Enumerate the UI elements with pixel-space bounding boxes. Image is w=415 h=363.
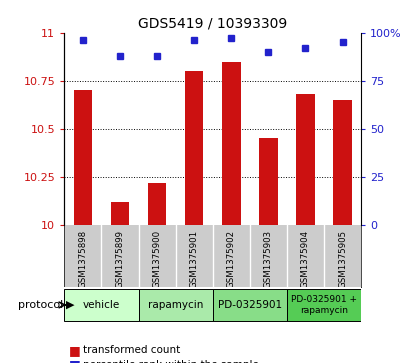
Text: PD-0325901: PD-0325901: [218, 300, 282, 310]
Text: GSM1375900: GSM1375900: [153, 230, 161, 288]
Bar: [213, 289, 287, 321]
Text: GSM1375904: GSM1375904: [301, 230, 310, 288]
Text: GSM1375899: GSM1375899: [115, 230, 124, 288]
Bar: [73, 90, 92, 225]
Text: ■: ■: [68, 344, 80, 357]
Bar: [111, 202, 129, 225]
Text: PD-0325901 +
rapamycin: PD-0325901 + rapamycin: [291, 295, 357, 315]
Text: GSM1375898: GSM1375898: [78, 230, 88, 288]
Text: GSM1375901: GSM1375901: [190, 230, 199, 288]
Bar: [333, 100, 352, 225]
Text: percentile rank within the sample: percentile rank within the sample: [83, 360, 259, 363]
Bar: [148, 183, 166, 225]
Bar: [64, 289, 139, 321]
Text: GSM1375905: GSM1375905: [338, 230, 347, 288]
Bar: [222, 61, 241, 225]
Text: ■: ■: [68, 358, 80, 363]
Text: vehicle: vehicle: [83, 300, 120, 310]
Text: GSM1375903: GSM1375903: [264, 230, 273, 288]
Bar: [296, 94, 315, 225]
Text: GSM1375902: GSM1375902: [227, 230, 236, 288]
Text: protocol: protocol: [18, 300, 63, 310]
Bar: [139, 289, 213, 321]
Bar: [259, 139, 278, 225]
Text: transformed count: transformed count: [83, 345, 180, 355]
Title: GDS5419 / 10393309: GDS5419 / 10393309: [138, 16, 287, 30]
Text: rapamycin: rapamycin: [148, 300, 203, 310]
Bar: [287, 289, 361, 321]
Bar: [185, 71, 203, 225]
Text: ▶: ▶: [66, 300, 75, 310]
